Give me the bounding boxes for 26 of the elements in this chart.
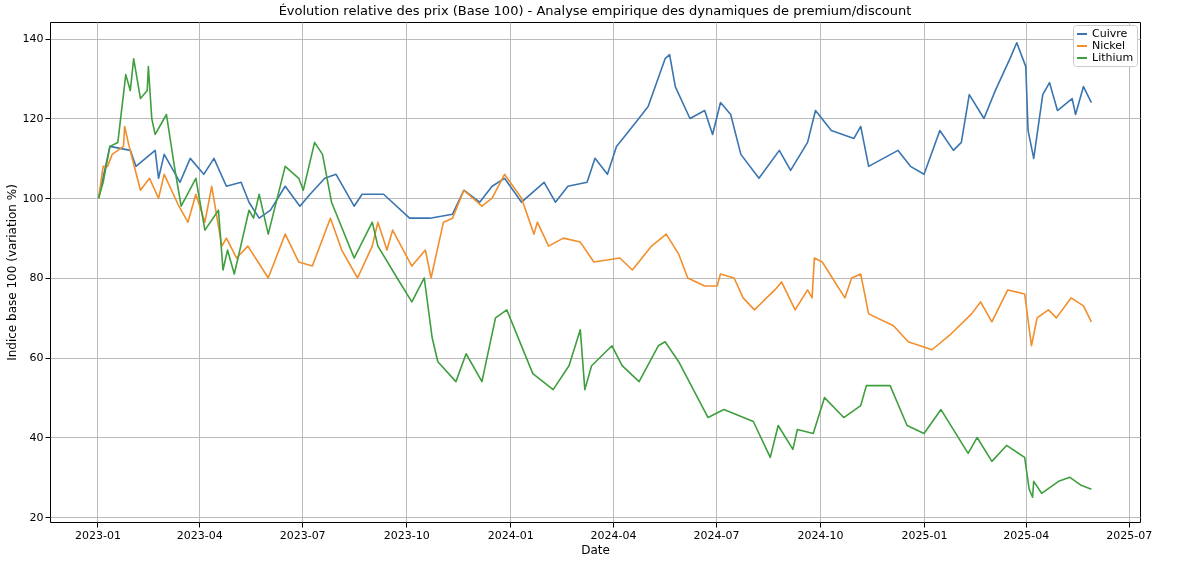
y-tick-label: 140 bbox=[22, 32, 44, 46]
x-tick-label: 2024-01 bbox=[487, 528, 534, 542]
line-series bbox=[97, 125, 1093, 351]
legend-label: Lithium bbox=[1092, 51, 1134, 64]
y-axis-title: Indice base 100 (variation %) bbox=[4, 184, 19, 361]
y-tick-label: 20 bbox=[29, 510, 44, 524]
y-tick-label: 60 bbox=[29, 351, 44, 365]
x-tick-label: 2024-04 bbox=[590, 528, 637, 542]
x-tick-label: 2024-10 bbox=[797, 528, 844, 542]
legend-label: Nickel bbox=[1092, 39, 1126, 52]
y-tick-label: 80 bbox=[29, 271, 44, 285]
x-tick-label: 2023-10 bbox=[383, 528, 430, 542]
x-tick-label: 2023-07 bbox=[279, 528, 326, 542]
y-tick-label: 100 bbox=[22, 191, 44, 205]
x-axis-title: Date bbox=[581, 542, 610, 557]
line-series bbox=[97, 57, 1093, 499]
x-tick-label: 2024-07 bbox=[693, 528, 740, 542]
x-tick-label: 2025-01 bbox=[901, 528, 948, 542]
y-tick-label: 120 bbox=[22, 111, 44, 125]
x-tick-label: 2025-04 bbox=[1003, 528, 1050, 542]
x-tick-label: 2023-04 bbox=[176, 528, 223, 542]
legend-label: Cuivre bbox=[1092, 27, 1128, 40]
chart-title: Évolution relative des prix (Base 100) - Analyse empirique des dynamiques de premium/discount bbox=[278, 3, 912, 18]
x-tick-label: 2023-01 bbox=[75, 528, 121, 542]
y-tick-label: 40 bbox=[29, 430, 44, 444]
x-tick-label: 2025-07 bbox=[1106, 528, 1153, 542]
